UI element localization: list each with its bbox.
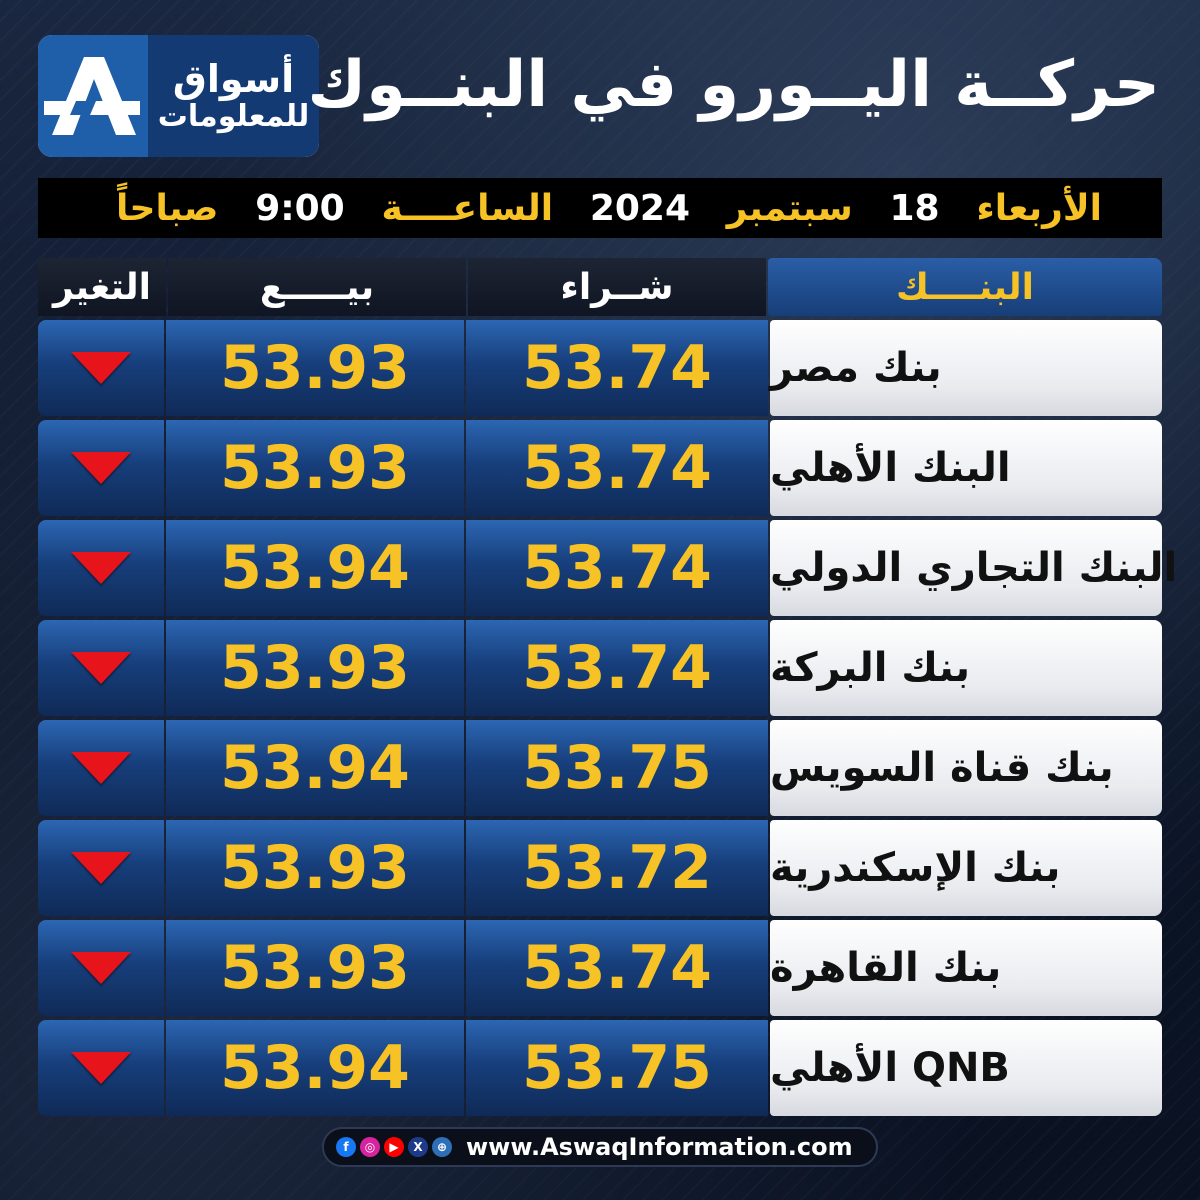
- facebook-icon[interactable]: f: [336, 1137, 356, 1157]
- buy-rate: 53.72: [466, 820, 768, 916]
- date-month: سبتمبر: [726, 187, 853, 229]
- date-year: 2024: [589, 187, 691, 229]
- bank-name: بنك مصر: [770, 320, 1162, 416]
- table-row: 53.93 53.74 بنك القاهرة: [38, 920, 1162, 1016]
- brand-name: أسواق: [172, 56, 295, 101]
- buy-rate: 53.74: [466, 620, 768, 716]
- footer-bar: f ◎ ▶ X ⊕ www.AswaqInformation.com: [322, 1127, 878, 1167]
- buy-rate: 53.74: [466, 520, 768, 616]
- buy-rate: 53.75: [466, 1020, 768, 1116]
- youtube-icon[interactable]: ▶: [384, 1137, 404, 1157]
- sell-rate: 53.94: [166, 720, 464, 816]
- website-link[interactable]: www.AswaqInformation.com: [466, 1133, 853, 1161]
- change-indicator: [38, 620, 164, 716]
- table-row: 53.93 53.74 بنك البركة: [38, 620, 1162, 716]
- down-arrow-icon: [71, 852, 131, 884]
- down-arrow-icon: [71, 352, 131, 384]
- table-row: 53.93 53.74 البنك الأهلي: [38, 420, 1162, 516]
- logo-a-icon: [38, 35, 148, 157]
- sell-rate: 53.93: [166, 420, 464, 516]
- change-indicator: [38, 420, 164, 516]
- buy-rate: 53.74: [466, 420, 768, 516]
- sell-rate: 53.93: [166, 620, 464, 716]
- change-indicator: [38, 720, 164, 816]
- header-buy: شــراء: [468, 258, 766, 316]
- bank-name: بنك البركة: [770, 620, 1162, 716]
- change-indicator: [38, 520, 164, 616]
- time-period: صباحاً: [116, 187, 219, 229]
- buy-rate: 53.75: [466, 720, 768, 816]
- change-indicator: [38, 920, 164, 1016]
- buy-rate: 53.74: [466, 920, 768, 1016]
- table-row: 53.94 53.75 QNB الأهلي: [38, 1020, 1162, 1116]
- header-sell: بيـــــع: [168, 258, 466, 316]
- table-row: 53.93 53.72 بنك الإسكندرية: [38, 820, 1162, 916]
- sell-rate: 53.94: [166, 1020, 464, 1116]
- sell-rate: 53.94: [166, 520, 464, 616]
- bank-name: بنك قناة السويس: [770, 720, 1162, 816]
- down-arrow-icon: [71, 452, 131, 484]
- change-indicator: [38, 1020, 164, 1116]
- down-arrow-icon: [71, 1052, 131, 1084]
- bank-name: QNB الأهلي: [770, 1020, 1162, 1116]
- instagram-icon[interactable]: ◎: [360, 1137, 380, 1157]
- buy-rate: 53.74: [466, 320, 768, 416]
- brand-logo[interactable]: أسواق للمعلومات: [38, 35, 319, 157]
- date-day-number: 18: [889, 187, 940, 229]
- bank-name: بنك القاهرة: [770, 920, 1162, 1016]
- header-change: التغير: [38, 258, 166, 316]
- down-arrow-icon: [71, 752, 131, 784]
- sell-rate: 53.93: [166, 820, 464, 916]
- time-label: الساعــــة: [381, 187, 554, 229]
- date-bar: الأربعاء 18 سبتمبر 2024 الساعــــة 9:00 …: [38, 178, 1162, 238]
- down-arrow-icon: [71, 952, 131, 984]
- web-icon[interactable]: ⊕: [432, 1137, 452, 1157]
- table-row: 53.94 53.74 البنك التجاري الدولي: [38, 520, 1177, 616]
- table-row: 53.94 53.75 بنك قناة السويس: [38, 720, 1162, 816]
- down-arrow-icon: [71, 652, 131, 684]
- table-row: 53.93 53.74 بنك مصر: [38, 320, 1162, 416]
- sell-rate: 53.93: [166, 320, 464, 416]
- header-bank: البنــــك: [768, 258, 1162, 316]
- sell-rate: 53.93: [166, 920, 464, 1016]
- change-indicator: [38, 320, 164, 416]
- page-title: حركــة اليــورو في البنــوك: [307, 48, 1160, 122]
- change-indicator: [38, 820, 164, 916]
- bank-name: البنك التجاري الدولي: [770, 520, 1177, 616]
- bank-name: البنك الأهلي: [770, 420, 1162, 516]
- x-icon[interactable]: X: [408, 1137, 428, 1157]
- time-value: 9:00: [255, 187, 345, 229]
- down-arrow-icon: [71, 552, 131, 584]
- brand-tagline: للمعلومات: [157, 99, 310, 135]
- bank-name: بنك الإسكندرية: [770, 820, 1162, 916]
- date-day: الأربعاء: [976, 187, 1102, 229]
